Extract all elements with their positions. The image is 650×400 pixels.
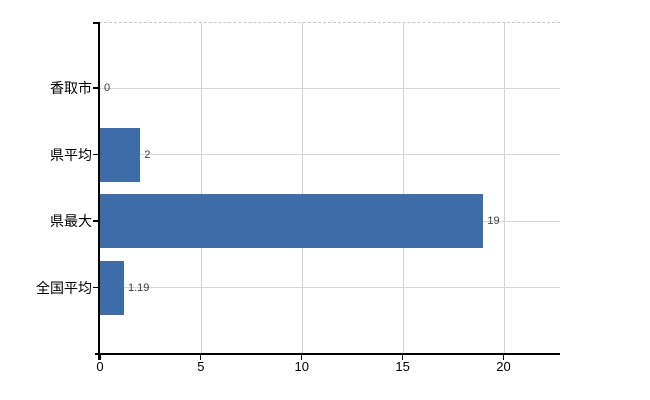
category-label: 全国平均 xyxy=(36,279,92,296)
y-gridline xyxy=(100,87,560,89)
x-gridline xyxy=(402,22,404,354)
x-tick xyxy=(300,355,303,360)
x-tick-label: 5 xyxy=(197,359,205,374)
y-tick xyxy=(93,22,99,24)
y-gridline xyxy=(100,287,560,289)
x-axis-line xyxy=(95,353,560,355)
bar xyxy=(100,260,124,315)
y-tick xyxy=(93,220,99,222)
value-label: 2 xyxy=(144,148,151,161)
y-tick xyxy=(93,87,99,89)
category-label: 県最大 xyxy=(50,213,92,230)
x-tick xyxy=(502,355,504,360)
y-gridline xyxy=(100,154,560,156)
y-axis-line xyxy=(98,22,100,360)
x-tick-label: 10 xyxy=(294,359,309,374)
y-tick xyxy=(93,153,99,156)
x-tick-label: 20 xyxy=(496,359,511,374)
category-label: 県平均 xyxy=(50,146,92,163)
x-tick-label: 0 xyxy=(96,359,104,374)
plot-top-border xyxy=(99,22,560,23)
x-tick xyxy=(199,355,202,360)
category-label: 香取市 xyxy=(50,80,92,97)
value-label: 0 xyxy=(104,82,111,95)
value-label: 19 xyxy=(487,215,500,228)
x-tick xyxy=(401,355,404,360)
x-gridline xyxy=(503,22,505,354)
x-gridline xyxy=(200,22,202,354)
x-tick-label: 15 xyxy=(395,359,410,374)
bar xyxy=(100,127,141,182)
y-tick xyxy=(93,286,99,289)
value-label: 1.19 xyxy=(128,281,150,294)
bar xyxy=(100,194,484,249)
x-gridline xyxy=(301,22,303,354)
x-tick xyxy=(99,355,101,360)
